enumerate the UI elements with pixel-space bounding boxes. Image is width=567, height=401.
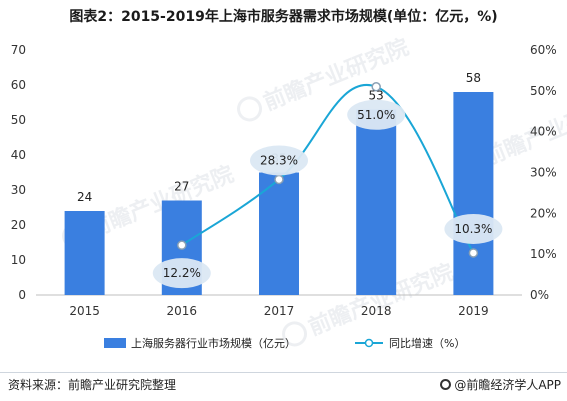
y-right-tick-label: 10% xyxy=(530,247,557,261)
y-left-tick-label: 60 xyxy=(11,78,26,92)
y-right-tick-label: 20% xyxy=(530,206,557,220)
growth-value-label: 28.3% xyxy=(260,153,298,167)
bar xyxy=(259,172,299,295)
growth-label-bubble xyxy=(444,213,503,244)
y-left-tick-label: 30 xyxy=(11,183,26,197)
x-tick-label: 2019 xyxy=(458,304,489,318)
y-right-tick-label: 50% xyxy=(530,84,557,98)
x-tick-label: 2018 xyxy=(361,304,392,318)
bar-value-label: 27 xyxy=(174,180,189,194)
y-right-tick-label: 60% xyxy=(530,43,557,57)
watermark-text: 前瞻产业研究院 xyxy=(85,161,238,243)
watermark-logo-icon xyxy=(282,321,308,347)
x-tick-label: 2016 xyxy=(167,304,198,318)
legend-line-label: 同比增速（%） xyxy=(389,336,465,350)
y-left-tick-label: 40 xyxy=(11,148,26,162)
y-left-tick-label: 10 xyxy=(11,253,26,267)
bar xyxy=(64,211,105,295)
y-left-tick-label: 20 xyxy=(11,218,26,232)
growth-label-bubble xyxy=(152,258,211,289)
y-right-tick-label: 40% xyxy=(530,125,557,139)
bar-series xyxy=(64,92,494,295)
line-point xyxy=(274,174,284,185)
chart-title: 图表2：2015-2019年上海市服务器需求市场规模(单位：亿元，%) xyxy=(69,9,498,25)
line-point xyxy=(371,82,381,92)
y-right-tick-label: 0% xyxy=(530,288,549,302)
source-note: 资料来源：前瞻产业研究院整理 xyxy=(8,378,177,392)
growth-label-bubble xyxy=(250,145,308,176)
bar-value-label: 53 xyxy=(369,89,384,103)
bar xyxy=(453,92,494,295)
growth-value-label: 51.0% xyxy=(357,108,395,122)
y-left-tick-label: 0 xyxy=(18,288,26,302)
growth-label-bubble xyxy=(347,99,406,130)
legend-bar-swatch xyxy=(104,338,126,348)
axes: 0 10 20 30 40 50 60 70 0% 10% 20% 30% 40% 50% 60% 2015 2… xyxy=(11,43,557,318)
line-point xyxy=(177,240,187,250)
data-labels: 242735535812.2%28.3%51.0%10.3% xyxy=(77,71,503,289)
growth-line-series xyxy=(177,82,479,258)
legend: 上海服务器行业市场规模（亿元） 同比增速（%） xyxy=(104,336,465,350)
source-divider xyxy=(0,372,567,373)
bar-value-label: 58 xyxy=(466,71,481,85)
bar-value-label: 24 xyxy=(77,190,92,204)
growth-value-label: 10.3% xyxy=(454,222,492,236)
line-point xyxy=(468,248,479,258)
publisher-credit-text: @前瞻经济学人APP xyxy=(454,378,561,392)
x-tick-label: 2017 xyxy=(264,304,295,318)
y-right-tick-label: 30% xyxy=(530,166,557,180)
legend-bar-label: 上海服务器行业市场规模（亿元） xyxy=(131,336,296,350)
watermark-logo-icon xyxy=(237,96,263,122)
legend-line-marker xyxy=(364,338,374,348)
bar xyxy=(356,109,397,295)
x-tick-label: 2015 xyxy=(69,304,100,318)
growth-line xyxy=(181,83,475,254)
growth-value-label: 12.2% xyxy=(163,266,201,280)
y-left-tick-label: 70 xyxy=(11,43,26,57)
y-left-tick-label: 50 xyxy=(11,113,26,127)
publisher-logo-icon xyxy=(440,379,452,390)
publisher-credit: @前瞻经济学人APP xyxy=(440,376,561,393)
